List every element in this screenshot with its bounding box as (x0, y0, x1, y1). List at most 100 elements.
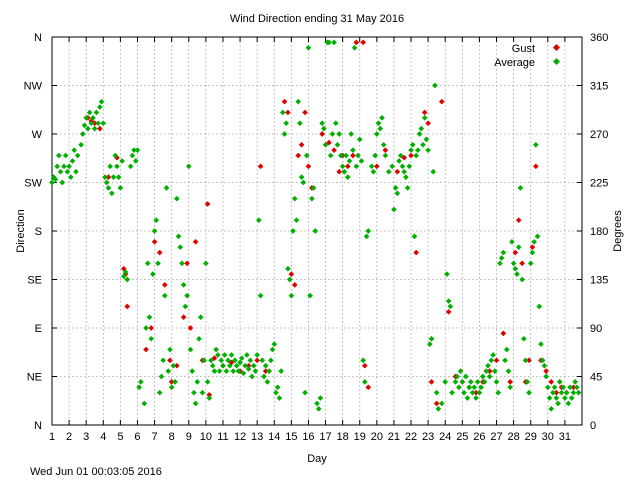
data-point-average (93, 109, 100, 116)
x-tick-label: 28 (507, 431, 519, 443)
data-point-average (524, 379, 531, 385)
data-point-average (474, 379, 481, 385)
data-point-average (399, 163, 406, 170)
data-point-average (73, 168, 79, 175)
x-tick-label: 29 (525, 431, 537, 443)
data-point-average (490, 352, 496, 358)
data-point-gust (187, 325, 194, 331)
data-point-average (368, 163, 375, 170)
data-point-average (271, 341, 278, 347)
data-point-average (360, 357, 366, 364)
data-point-average (541, 362, 548, 369)
data-point-average (334, 141, 341, 148)
data-point-average (179, 260, 185, 267)
data-point-gust (167, 357, 173, 364)
y-tick-label-right: 0 (590, 420, 596, 432)
data-point-gust (257, 163, 264, 170)
data-point-average (259, 357, 266, 364)
data-point-gust (291, 282, 298, 288)
y-tick-label-left: SW (24, 178, 42, 190)
data-point-average (534, 233, 541, 240)
data-point-average (447, 303, 454, 310)
data-point-average (503, 346, 510, 353)
data-point-average (385, 168, 392, 175)
data-point-gust (319, 131, 325, 137)
x-tick-label: 12 (234, 431, 246, 443)
data-point-average (223, 368, 230, 374)
data-point-average (498, 255, 505, 261)
data-point-average (238, 355, 245, 362)
x-tick-label: 11 (217, 431, 228, 443)
data-point-average (312, 228, 319, 234)
data-point-average (560, 384, 567, 391)
data-point-average (442, 379, 449, 385)
data-point-gust (245, 362, 252, 369)
data-point-average (457, 368, 464, 374)
data-point-average (269, 346, 276, 353)
data-point-gust (529, 244, 536, 250)
x-tick-label: 13 (251, 431, 263, 443)
data-point-average (350, 147, 356, 153)
y-tick-label-right: 360 (590, 32, 608, 44)
data-point-average (107, 163, 113, 170)
data-point-gust (162, 282, 168, 288)
data-point-average (213, 346, 219, 353)
data-point-average (192, 400, 199, 407)
data-point-gust (105, 174, 112, 180)
timestamp: Wed Jun 01 00:03:05 2016 (30, 466, 162, 478)
data-point-average (529, 249, 536, 256)
data-point-average (332, 120, 339, 127)
data-point-average (291, 195, 298, 202)
data-point-average (319, 120, 325, 127)
y-tick-label-left: W (32, 129, 43, 141)
data-point-average (517, 185, 524, 191)
data-point-average (162, 292, 168, 299)
data-point-gust (394, 168, 401, 175)
data-point-average (370, 168, 377, 175)
data-point-average (391, 206, 397, 213)
data-point-average (268, 357, 274, 364)
data-point-average (74, 152, 81, 159)
data-point-average (156, 389, 163, 396)
data-point-average (394, 190, 401, 197)
data-point-average (382, 152, 389, 159)
data-point-gust (180, 314, 187, 321)
data-point-average (536, 303, 543, 310)
data-point-average (83, 115, 90, 121)
data-point-average (103, 179, 110, 186)
data-points (49, 39, 582, 412)
y-tick-label-right: 180 (590, 226, 608, 238)
data-point-average (274, 384, 281, 391)
x-tick-label: 18 (337, 431, 349, 443)
x-tick-label: 27 (490, 431, 502, 443)
data-point-average (119, 158, 125, 164)
data-point-average (163, 185, 170, 191)
data-point-average (184, 292, 190, 299)
data-point-gust (184, 260, 190, 267)
y-axis-right: 0 45 90 135 180 225 270 315 360 (577, 32, 608, 432)
data-point-average (454, 373, 461, 380)
x-tick-label: 25 (456, 431, 468, 443)
data-point-gust (500, 330, 507, 337)
data-point-gust (124, 303, 131, 310)
data-point-average (114, 163, 120, 170)
data-point-gust (473, 389, 479, 396)
data-point-gust (421, 109, 428, 116)
data-point-gust (302, 109, 308, 116)
data-point-average (185, 163, 192, 170)
data-point-gust (360, 39, 366, 46)
data-point-average (254, 352, 260, 358)
data-point-average (500, 249, 507, 256)
data-point-average (85, 125, 91, 132)
x-tick-label: 20 (371, 431, 383, 443)
data-point-average (226, 362, 233, 369)
data-point-average (555, 400, 561, 407)
data-point-average (339, 163, 346, 170)
data-point-gust (151, 238, 158, 245)
data-point-average (538, 341, 544, 347)
data-point-average (464, 395, 471, 401)
data-point-average (408, 147, 414, 153)
data-point-average (432, 82, 438, 89)
data-point-average (341, 168, 348, 175)
data-point-gust (336, 168, 343, 175)
